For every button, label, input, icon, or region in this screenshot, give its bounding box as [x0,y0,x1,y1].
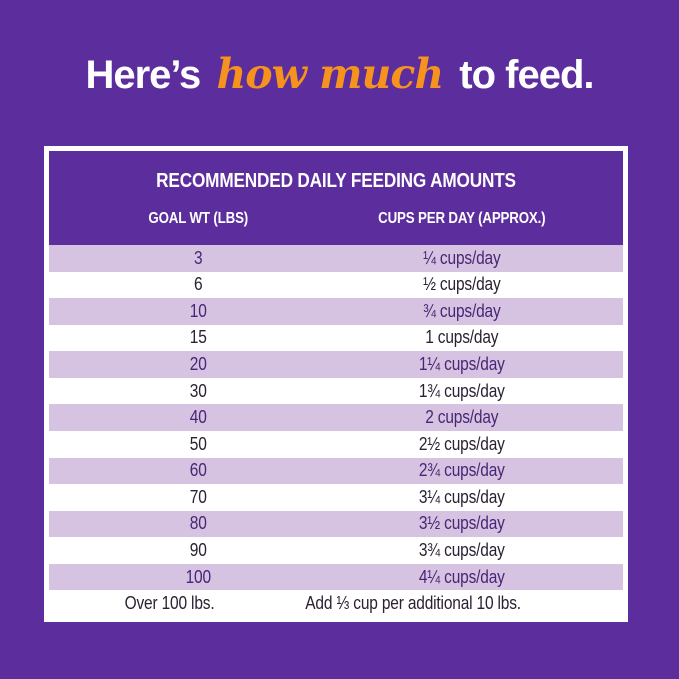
goal-wt-cell: 100 [185,566,211,587]
cups-per-day-cell: 3½ cups/day [419,513,506,534]
table-header: RECOMMENDED DAILY FEEDING AMOUNTS GOAL W… [49,151,623,245]
table-row: 30 1¾ cups/day [49,377,623,405]
column-header-cups-per-day: CUPS PER DAY (APPROX.) [378,210,547,227]
cups-per-day-cell: ¼ cups/day [423,247,502,268]
feeding-table-card: RECOMMENDED DAILY FEEDING AMOUNTS GOAL W… [44,146,628,622]
title-suffix: to feed. [459,53,594,97]
cups-per-day-cell: 1 cups/day [425,327,499,348]
cups-per-day-cell: Add ⅓ cup per additional 10 lbs. [305,593,522,614]
table-row: 90 3¾ cups/day [49,537,623,564]
column-headers: GOAL WT (LBS) CUPS PER DAY (APPROX.) [49,210,623,228]
goal-wt-cell: 15 [189,327,207,348]
cups-per-day-cell: 2¾ cups/day [419,460,506,481]
cups-per-day-cell: 1¾ cups/day [419,380,506,401]
table-row: Over 100 lbs. Add ⅓ cup per additional 10… [49,590,623,617]
table-row: 10 ¾ cups/day [49,298,623,325]
table-row: 6 ½ cups/day [49,271,623,299]
cups-per-day-cell: 3¾ cups/day [419,540,506,561]
goal-wt-cell: 90 [189,540,207,561]
page-title: Here’s how much to feed. [0,50,679,98]
goal-wt-cell: 80 [189,513,207,534]
cups-per-day-cell: 1¼ cups/day [419,354,506,375]
goal-wt-cell: 30 [189,380,207,401]
title-prefix: Here’s [85,53,201,97]
table-row: 100 4¼ cups/day [49,563,623,591]
goal-wt-cell: 6 [194,274,203,295]
table-title: RECOMMENDED DAILY FEEDING AMOUNTS [156,170,516,192]
title-highlight: how much [216,50,444,98]
goal-wt-cell: 3 [194,247,203,268]
goal-wt-cell: 50 [189,433,207,454]
goal-wt-cell: 70 [189,486,207,507]
cups-per-day-cell: ½ cups/day [423,274,502,295]
cups-per-day-cell: ¾ cups/day [423,300,502,321]
goal-wt-cell: Over 100 lbs. [124,593,215,614]
table-row: 15 1 cups/day [49,324,623,352]
cups-per-day-cell: 4¼ cups/day [419,566,506,587]
table-row: 50 2½ cups/day [49,430,623,458]
table-row: 40 2 cups/day [49,404,623,431]
table-row: 80 3½ cups/day [49,510,623,538]
goal-wt-cell: 40 [189,407,207,428]
goal-wt-cell: 60 [189,460,207,481]
table-row: 60 2¾ cups/day [49,457,623,485]
column-header-goal-wt: GOAL WT (LBS) [148,210,249,227]
goal-wt-cell: 20 [189,354,207,375]
table-row: 3 ¼ cups/day [49,245,623,272]
table-row: 70 3¼ cups/day [49,484,623,511]
cups-per-day-cell: 3¼ cups/day [419,486,506,507]
goal-wt-cell: 10 [189,300,207,321]
table-row: 20 1¼ cups/day [49,351,623,378]
cups-per-day-cell: 2 cups/day [425,407,499,428]
cups-per-day-cell: 2½ cups/day [419,433,506,454]
